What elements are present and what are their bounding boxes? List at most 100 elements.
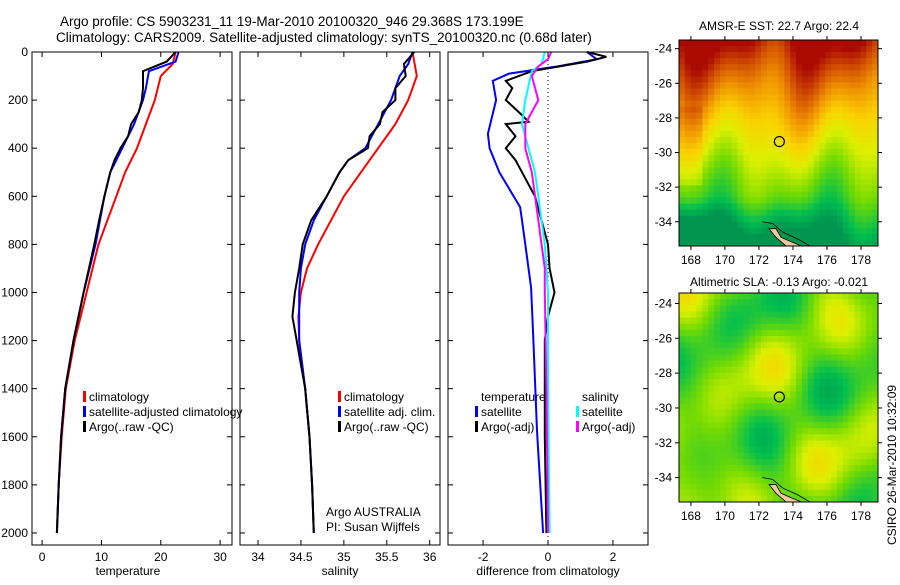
map-cell [719,458,727,466]
map-cell [778,366,785,374]
map-cell [801,299,809,306]
map-cell [696,94,704,102]
map-cell [731,397,739,405]
map-cell [807,440,815,448]
map-cell [725,415,733,423]
map-cell [684,348,692,356]
map-cell [719,52,727,59]
map-cell [755,118,762,126]
map-cell [684,136,692,144]
map-cell [772,143,780,150]
map-cell [790,317,797,325]
map-cell [819,372,826,380]
map-cell [860,94,867,102]
map-cell [714,143,721,150]
map-cell [719,299,727,306]
map-cell [778,173,785,180]
map-cell [755,155,762,162]
map-cell [725,317,733,325]
map-cell [696,197,704,205]
map-cell [766,58,774,65]
map-cell [684,143,692,150]
map-cell [842,239,850,246]
map-cell [801,385,809,392]
map-cell [837,305,844,313]
map-cell [719,106,727,114]
map-cell [737,422,744,429]
map-cell [766,471,774,479]
map-cell [801,440,809,448]
map-cell [702,446,709,454]
map-cell [755,391,762,399]
map-cell [819,415,826,423]
map-cell [690,118,698,126]
map-cell [684,112,692,120]
legend-sal-argo: Argo(-adj) [582,420,635,434]
map-cell [749,452,756,460]
map-cell [831,239,838,246]
map-cell [737,239,744,246]
map-cell [801,88,809,96]
map-cell [737,100,744,108]
map-cell [819,452,826,460]
sla-map-panel: 168 170 172 174 176 178-24-26-28-30-32-34 [655,289,882,523]
map-cell [731,477,739,485]
map-cell [860,52,867,59]
map-cell [796,149,803,156]
map-cell [801,179,809,187]
map-cell [866,403,873,411]
map-cell [731,173,739,180]
map-cell [684,46,692,53]
map-cell [708,452,715,460]
x-tick-label: 176 [817,253,837,267]
map-cell [725,58,733,65]
map-cell [772,440,780,448]
map-cell [872,155,878,162]
map-cell [749,185,756,193]
map-cell [848,46,856,53]
map-cell [819,428,826,435]
map-cell [842,136,850,144]
map-cell [796,305,803,313]
map-cell [866,428,873,435]
map-cell [755,434,762,442]
map-cell [760,64,768,71]
map-cell [837,209,844,217]
map-cell [696,46,704,53]
map-cell [737,471,744,479]
map-cell [708,415,715,423]
map-cell [679,179,686,187]
map-cell [825,118,832,126]
map-cell [842,317,850,325]
map-cell [708,458,715,466]
map-cell [702,155,709,162]
map-cell [801,293,809,300]
map-cell [813,415,821,423]
map-cell [743,348,750,356]
map-cell [848,88,856,96]
map-cell [702,354,709,362]
map-cell [749,415,756,423]
map-cell [784,342,791,349]
map-cell [760,483,768,491]
map-cell [801,82,809,90]
map-cell [872,203,878,211]
map-cell [784,112,791,120]
map-cell [766,118,774,126]
map-cell [772,477,780,485]
map-cell [866,360,873,368]
map-cell [772,471,780,479]
map-cell [790,173,797,180]
map-cell [778,489,785,497]
map-cell [714,136,721,144]
map-cell [684,233,692,241]
map-cell [831,440,838,448]
map-cell [696,379,704,386]
map-cell [807,422,815,429]
map-cell [743,52,750,59]
map-cell [807,311,815,319]
map-cell [837,106,844,114]
map-cell [848,155,856,162]
map-cell [807,403,815,411]
map-cell [719,434,727,442]
